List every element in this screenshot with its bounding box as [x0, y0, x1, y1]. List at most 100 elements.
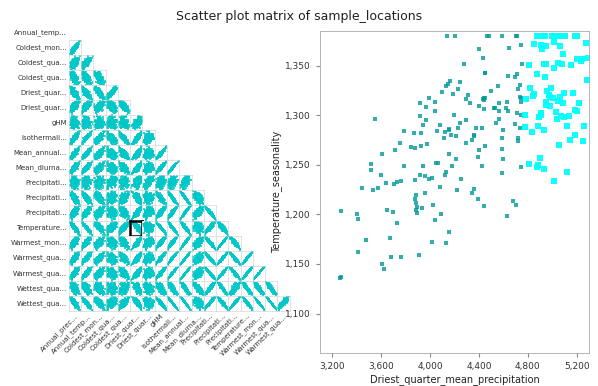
Point: [94, 225, 103, 231]
Point: [69, 149, 79, 156]
Point: [168, 255, 178, 261]
Point: [102, 135, 112, 141]
Point: [191, 296, 201, 303]
Point: [133, 176, 143, 182]
Point: [71, 91, 80, 97]
Point: [95, 193, 105, 199]
Point: [96, 301, 106, 308]
Point: [119, 223, 129, 230]
Point: [70, 80, 80, 86]
Point: [167, 224, 176, 230]
Point: [159, 208, 169, 215]
Point: [95, 225, 105, 231]
Point: [69, 286, 79, 292]
Point: [94, 271, 103, 277]
Point: [178, 179, 187, 185]
Point: [243, 270, 252, 276]
Point: [180, 195, 190, 201]
Point: [142, 286, 151, 292]
Point: [95, 283, 105, 290]
Point: [68, 108, 78, 114]
Point: [93, 105, 103, 111]
Point: [100, 233, 110, 239]
Point: [132, 298, 142, 305]
Point: [69, 272, 78, 278]
Point: [105, 253, 114, 259]
Point: [107, 90, 117, 96]
Point: [196, 227, 205, 233]
Point: [206, 241, 216, 247]
Point: [215, 221, 225, 227]
Point: [110, 244, 120, 250]
Point: [218, 270, 227, 276]
Point: [168, 269, 178, 276]
Point: [166, 179, 176, 185]
Point: [83, 241, 92, 247]
Point: [72, 148, 81, 154]
Point: [83, 195, 92, 201]
Point: [105, 240, 115, 247]
Point: [121, 222, 131, 229]
Point: [129, 285, 139, 291]
Point: [68, 211, 78, 217]
Point: [133, 163, 142, 169]
Point: [145, 180, 155, 186]
Point: [218, 224, 228, 230]
Point: [256, 268, 266, 274]
Point: [93, 178, 103, 184]
Point: [71, 120, 80, 126]
Point: [97, 163, 106, 169]
Point: [181, 285, 190, 291]
Point: [155, 256, 165, 262]
Point: [83, 183, 92, 189]
Point: [122, 166, 132, 172]
Point: [133, 212, 143, 218]
Point: [81, 257, 91, 263]
Point: [121, 107, 131, 113]
Point: [191, 241, 200, 247]
Point: [154, 179, 164, 185]
Point: [156, 240, 166, 246]
Point: [119, 255, 129, 261]
Point: [178, 220, 188, 227]
Point: [182, 208, 191, 214]
Point: [108, 148, 117, 154]
Point: [151, 217, 160, 223]
Point: [108, 196, 117, 202]
Point: [96, 78, 106, 85]
Point: [133, 301, 143, 307]
Point: [231, 257, 241, 263]
Point: [72, 266, 81, 273]
Point: [203, 207, 213, 213]
Point: [169, 207, 179, 213]
Point: [80, 241, 89, 247]
Point: [207, 273, 216, 279]
Point: [71, 181, 80, 188]
Point: [227, 268, 237, 274]
Point: [140, 193, 150, 200]
Point: [94, 255, 104, 261]
Point: [231, 289, 240, 295]
Point: [192, 220, 202, 226]
Point: [117, 237, 126, 243]
Point: [193, 286, 202, 293]
Point: [145, 237, 155, 243]
Point: [181, 239, 191, 245]
Point: [87, 96, 96, 103]
Point: [251, 282, 261, 288]
Point: [170, 207, 179, 213]
Point: [157, 210, 166, 216]
Point: [117, 223, 127, 230]
Point: [208, 241, 218, 247]
Point: [191, 240, 201, 246]
Point: [207, 299, 216, 305]
Point: [180, 210, 190, 216]
Point: [105, 302, 114, 308]
Point: [78, 85, 88, 91]
Point: [65, 108, 74, 114]
Point: [117, 224, 127, 230]
Point: [208, 242, 217, 248]
Point: [239, 274, 249, 280]
Point: [105, 131, 115, 137]
Point: [121, 154, 130, 160]
